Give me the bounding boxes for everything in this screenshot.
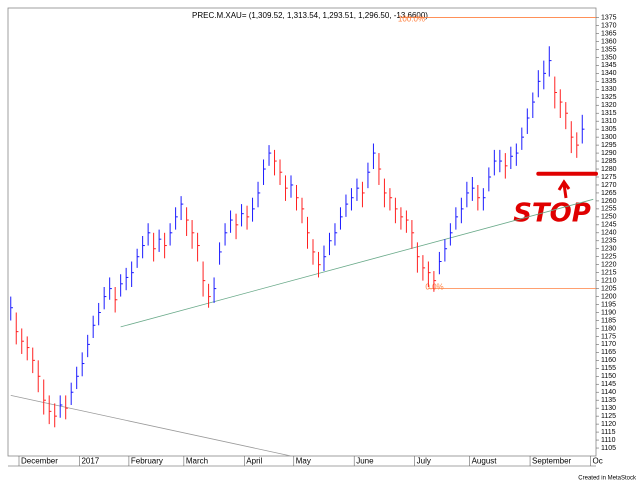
fib-label: 0.0% <box>425 283 443 292</box>
y-tick-label: 1275 <box>601 174 617 181</box>
y-tick-label: 1110 <box>601 437 616 444</box>
x-tick-label: 2017 <box>81 457 99 466</box>
y-tick-label: 1220 <box>601 262 617 269</box>
y-tick-label: 1345 <box>601 62 617 69</box>
y-tick-label: 1230 <box>601 246 617 253</box>
fib-label: 100.0% <box>398 15 425 24</box>
y-tick-label: 1255 <box>601 206 617 213</box>
x-tick-label: Oc <box>593 457 603 466</box>
x-tick-label: August <box>472 457 498 466</box>
y-tick-label: 1150 <box>601 373 616 380</box>
y-tick-label: 1105 <box>601 445 616 452</box>
x-tick-label: February <box>131 457 163 466</box>
y-tick-label: 1360 <box>601 38 617 45</box>
y-tick-label: 1185 <box>601 317 616 324</box>
y-tick-label: 1120 <box>601 421 616 428</box>
y-tick-label: 1160 <box>601 357 616 364</box>
credit: Created in MetaStock <box>578 476 637 482</box>
y-tick-label: 1200 <box>601 293 617 300</box>
y-tick-label: 1365 <box>601 30 617 37</box>
y-tick-label: 1205 <box>601 285 617 292</box>
y-tick-label: 1355 <box>601 46 617 53</box>
y-tick-label: 1250 <box>601 214 617 221</box>
x-tick-label: April <box>246 457 262 466</box>
y-tick-label: 1270 <box>601 182 617 189</box>
y-tick-label: 1265 <box>601 190 617 197</box>
y-tick-label: 1135 <box>601 397 616 404</box>
y-tick-label: 1300 <box>601 134 617 141</box>
y-tick-label: 1195 <box>601 301 616 308</box>
y-tick-label: 1350 <box>601 54 617 61</box>
y-tick-label: 1240 <box>601 230 617 237</box>
y-tick-label: 1210 <box>601 277 617 284</box>
y-tick-label: 1235 <box>601 238 617 245</box>
trendline <box>120 198 594 328</box>
y-tick-label: 1155 <box>601 365 616 372</box>
x-tick-label: July <box>417 457 431 466</box>
x-tick-label: September <box>532 457 571 466</box>
y-tick-label: 1315 <box>601 110 617 117</box>
y-tick-label: 1375 <box>601 14 617 21</box>
y-tick-label: 1175 <box>601 333 616 340</box>
y-tick-label: 1170 <box>601 341 616 348</box>
y-tick-label: 1125 <box>601 413 616 420</box>
plot-frame <box>7 7 597 457</box>
y-tick-label: 1140 <box>601 389 616 396</box>
y-tick-label: 1335 <box>601 78 617 85</box>
y-tick-label: 1190 <box>601 309 616 316</box>
y-tick-label: 1130 <box>601 405 616 412</box>
stop-arrow <box>557 179 571 199</box>
y-tick-label: 1225 <box>601 254 617 261</box>
y-tick-label: 1145 <box>601 381 616 388</box>
x-tick-label: March <box>186 457 208 466</box>
trendline <box>10 395 292 457</box>
y-tick-label: 1320 <box>601 102 617 109</box>
y-tick-label: 1290 <box>601 150 617 157</box>
y-tick-label: 1325 <box>601 94 617 101</box>
y-tick-label: 1305 <box>601 126 617 133</box>
x-tick-label: May <box>296 457 311 466</box>
y-tick-label: 1165 <box>601 349 616 356</box>
x-tick-label: June <box>356 457 374 466</box>
y-tick-label: 1180 <box>601 325 616 332</box>
y-tick-label: 1330 <box>601 86 617 93</box>
chart-title: PREC.M.XAU= (1,309.52, 1,313.54, 1,293.5… <box>192 11 428 20</box>
y-tick-label: 1370 <box>601 22 617 29</box>
y-tick-label: 1340 <box>601 70 617 77</box>
y-tick-label: 1215 <box>601 269 617 276</box>
y-tick-label: 1260 <box>601 198 617 205</box>
y-tick-label: 1310 <box>601 118 617 125</box>
y-tick-label: 1285 <box>601 158 617 165</box>
y-tick-label: 1295 <box>601 142 617 149</box>
x-tick-label: December <box>21 457 58 466</box>
y-tick-label: 1115 <box>601 429 616 436</box>
y-tick-label: 1245 <box>601 222 617 229</box>
y-tick-label: 1280 <box>601 166 617 173</box>
